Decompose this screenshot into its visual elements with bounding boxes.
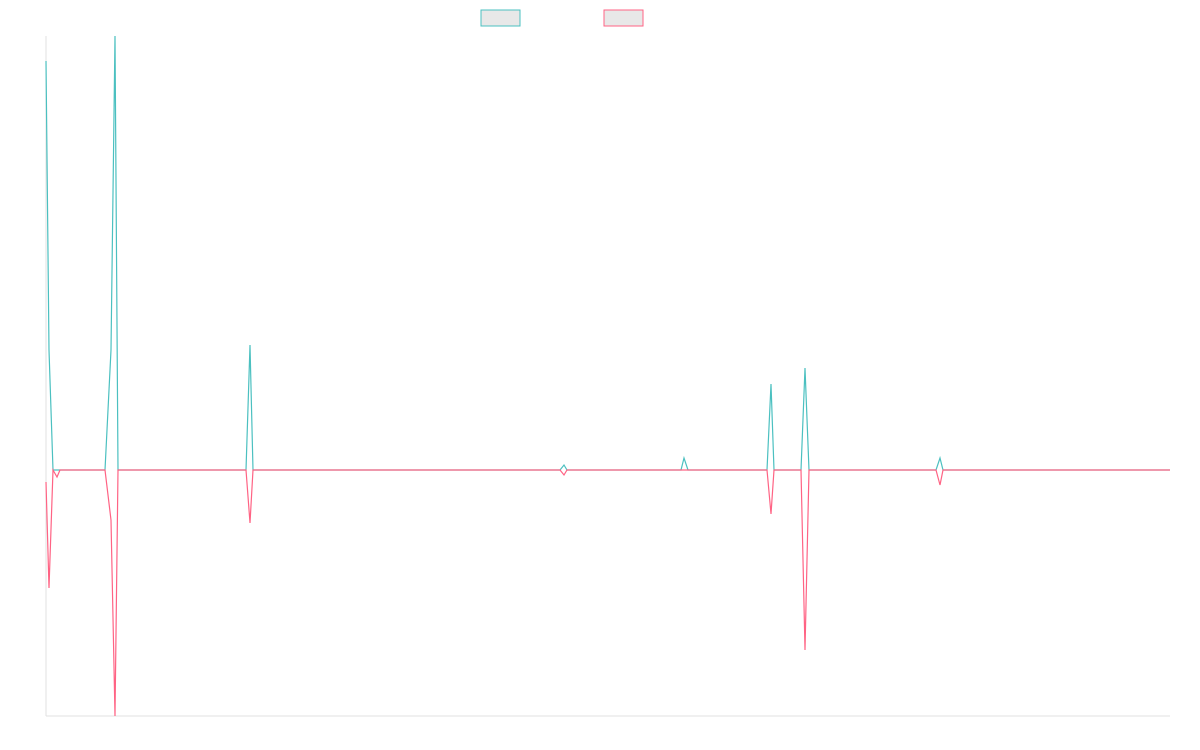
legend-swatch [480,9,521,27]
series-line [45,35,1170,471]
series-line [45,467,1170,717]
legend-swatch [603,9,644,27]
